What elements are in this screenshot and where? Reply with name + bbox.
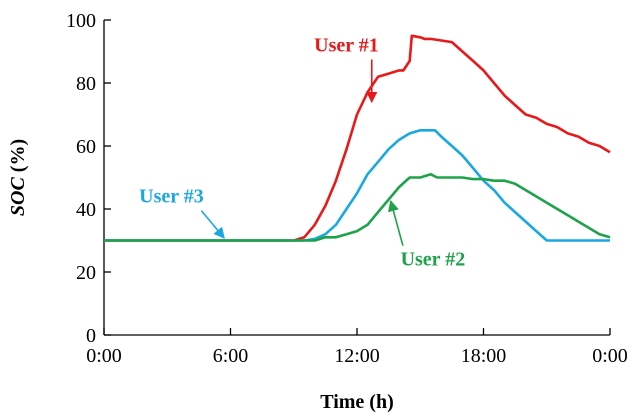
annotation-label-user-1: User #1 xyxy=(314,35,379,57)
y-tick-label: 100 xyxy=(66,10,96,32)
y-tick-label: 20 xyxy=(76,262,96,284)
series-line-user-2 xyxy=(104,173,611,242)
y-ticks: 0 20 40 60 80 100 xyxy=(66,10,111,347)
axes xyxy=(103,20,610,336)
annotation-label-user-3: User #3 xyxy=(139,186,204,208)
annotation-layer: User #1 User #3 User #2 xyxy=(139,35,465,271)
x-axis-title-text: Time (h) xyxy=(320,391,394,413)
x-tick-label: 18:00 xyxy=(461,345,507,367)
y-tick-label: 60 xyxy=(76,136,96,158)
series-layer xyxy=(104,34,611,242)
y-axis-title-italic: SOC xyxy=(7,177,29,217)
x-tick-label: 0:00 xyxy=(86,345,122,367)
y-tick-label: 0 xyxy=(86,325,96,347)
x-tick-label: 12:00 xyxy=(334,345,380,367)
y-tick-label: 80 xyxy=(76,73,96,95)
series-line-user-3 xyxy=(104,129,610,242)
annotation-arrow-user-3 xyxy=(200,210,225,239)
x-tick-label: 6:00 xyxy=(213,345,249,367)
annotation-label-user-2: User #2 xyxy=(401,249,466,271)
y-tick-label: 40 xyxy=(76,199,96,221)
x-axis-title: Time (h) xyxy=(320,391,394,413)
y-axis-title-unit: (%) xyxy=(7,139,29,177)
series-line-user-1 xyxy=(104,34,611,242)
y-axis-title: SOC (%) xyxy=(7,139,29,216)
x-tick-label: 0:00 xyxy=(592,345,628,367)
annotation-arrow-user-2 xyxy=(387,200,404,246)
x-ticks: 0:00 6:00 12:00 18:00 0:00 xyxy=(86,328,628,367)
